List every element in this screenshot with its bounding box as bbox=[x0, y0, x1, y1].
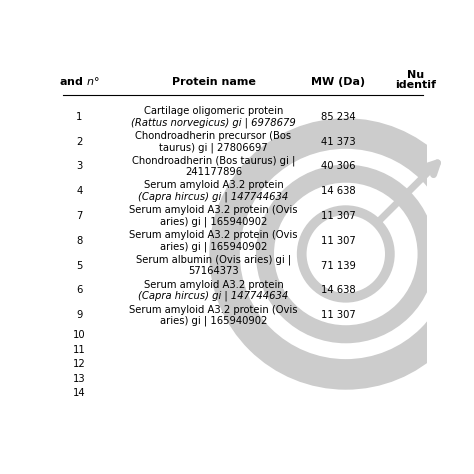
Text: 5: 5 bbox=[76, 261, 82, 271]
Text: 11 307: 11 307 bbox=[321, 310, 356, 320]
Text: 11: 11 bbox=[73, 345, 86, 355]
Text: 40 306: 40 306 bbox=[321, 161, 356, 172]
Text: identif: identif bbox=[395, 80, 436, 90]
Text: 41 373: 41 373 bbox=[321, 137, 356, 146]
Text: Serum amyloid A3.2 protein: Serum amyloid A3.2 protein bbox=[144, 181, 283, 191]
Text: Serum amyloid A3.2 protein (Ovis: Serum amyloid A3.2 protein (Ovis bbox=[129, 205, 298, 215]
Text: 14 638: 14 638 bbox=[321, 285, 356, 295]
Text: aries) gi | 165940902: aries) gi | 165940902 bbox=[160, 316, 267, 326]
Text: 71 139: 71 139 bbox=[321, 261, 356, 271]
Text: Protein name: Protein name bbox=[172, 77, 255, 87]
Text: (Capra hircus) gi | 147744634: (Capra hircus) gi | 147744634 bbox=[138, 291, 289, 301]
Text: Cartilage oligomeric protein: Cartilage oligomeric protein bbox=[144, 106, 283, 116]
Text: 85 234: 85 234 bbox=[321, 112, 356, 122]
Text: 11 307: 11 307 bbox=[321, 211, 356, 221]
Text: Serum amyloid A3.2 protein (Ovis: Serum amyloid A3.2 protein (Ovis bbox=[129, 305, 298, 315]
Text: 4: 4 bbox=[76, 186, 82, 196]
Text: 13: 13 bbox=[73, 374, 86, 384]
Text: 14: 14 bbox=[73, 388, 86, 398]
Text: 6: 6 bbox=[76, 285, 82, 295]
Text: taurus) gi | 27806697: taurus) gi | 27806697 bbox=[159, 142, 268, 153]
Text: (Rattus norvegicus) gi | 6978679: (Rattus norvegicus) gi | 6978679 bbox=[131, 117, 296, 128]
Text: 12: 12 bbox=[73, 359, 86, 369]
Text: 57164373: 57164373 bbox=[188, 266, 239, 276]
Text: Serum albumin (Ovis aries) gi |: Serum albumin (Ovis aries) gi | bbox=[136, 255, 291, 265]
Text: MW (Da): MW (Da) bbox=[311, 77, 365, 87]
Text: 1: 1 bbox=[76, 112, 82, 122]
Text: (Capra hircus) gi | 147744634: (Capra hircus) gi | 147744634 bbox=[138, 191, 289, 202]
Text: 3: 3 bbox=[76, 161, 82, 172]
Text: Chondroadherin (Bos taurus) gi |: Chondroadherin (Bos taurus) gi | bbox=[132, 155, 295, 166]
Text: 8: 8 bbox=[76, 236, 82, 246]
Text: and $n°$: and $n°$ bbox=[59, 75, 100, 87]
Text: 2: 2 bbox=[76, 137, 82, 146]
Text: aries) gi | 165940902: aries) gi | 165940902 bbox=[160, 241, 267, 252]
Text: Chondroadherin precursor (Bos: Chondroadherin precursor (Bos bbox=[136, 131, 292, 141]
Text: 11 307: 11 307 bbox=[321, 236, 356, 246]
Text: Serum amyloid A3.2 protein (Ovis: Serum amyloid A3.2 protein (Ovis bbox=[129, 230, 298, 240]
Text: 7: 7 bbox=[76, 211, 82, 221]
Text: 10: 10 bbox=[73, 330, 86, 340]
Text: 241177896: 241177896 bbox=[185, 167, 242, 177]
Text: Nu: Nu bbox=[407, 70, 424, 80]
Text: Serum amyloid A3.2 protein: Serum amyloid A3.2 protein bbox=[144, 280, 283, 290]
Text: 14 638: 14 638 bbox=[321, 186, 356, 196]
Text: aries) gi | 165940902: aries) gi | 165940902 bbox=[160, 217, 267, 227]
Text: 9: 9 bbox=[76, 310, 82, 320]
